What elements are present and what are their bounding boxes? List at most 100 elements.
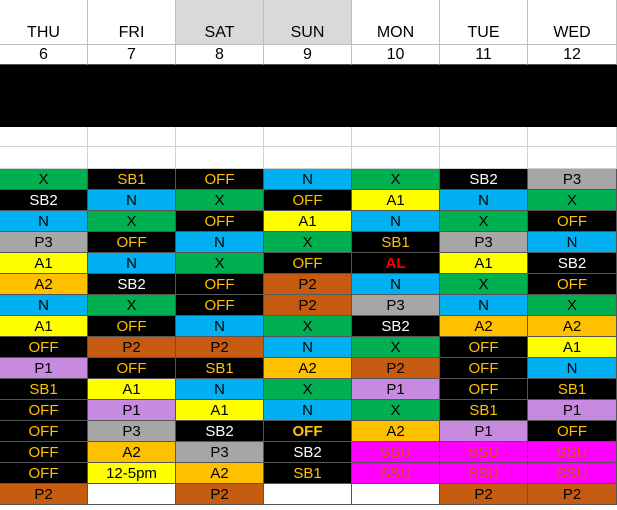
date-header-6[interactable]: 6 — [0, 45, 88, 65]
shift-cell[interactable]: SSU — [352, 463, 440, 484]
blank-cell[interactable] — [88, 147, 176, 169]
blank-cell[interactable] — [352, 127, 440, 147]
shift-cell[interactable]: OFF — [528, 211, 617, 232]
shift-cell[interactable]: OFF — [176, 274, 264, 295]
shift-cell[interactable]: P2 — [88, 337, 176, 358]
blank-cell[interactable] — [352, 147, 440, 169]
shift-cell[interactable]: P2 — [176, 484, 264, 505]
shift-cell[interactable]: X — [352, 169, 440, 190]
shift-cell[interactable]: N — [264, 169, 352, 190]
shift-cell[interactable]: OFF — [0, 442, 88, 463]
shift-cell[interactable]: SB2 — [264, 442, 352, 463]
shift-cell[interactable]: N — [88, 253, 176, 274]
shift-cell[interactable]: N — [88, 190, 176, 211]
blank-cell[interactable] — [176, 147, 264, 169]
shift-cell[interactable]: X — [88, 295, 176, 316]
shift-cell[interactable]: A1 — [264, 211, 352, 232]
shift-cell[interactable]: OFF — [440, 337, 528, 358]
date-header-7[interactable]: 7 — [88, 45, 176, 65]
blank-cell[interactable] — [264, 127, 352, 147]
shift-cell[interactable]: SB1 — [176, 358, 264, 379]
shift-cell[interactable]: X — [176, 253, 264, 274]
date-header-11[interactable]: 11 — [440, 45, 528, 65]
day-header-thu[interactable]: THU — [0, 0, 88, 45]
shift-cell[interactable]: P2 — [440, 484, 528, 505]
shift-cell[interactable]: A2 — [440, 316, 528, 337]
shift-cell[interactable]: A2 — [352, 421, 440, 442]
shift-cell[interactable]: P2 — [176, 337, 264, 358]
shift-cell[interactable]: SSU — [352, 442, 440, 463]
day-header-wed[interactable]: WED — [528, 0, 617, 45]
shift-cell[interactable]: OFF — [176, 295, 264, 316]
shift-cell[interactable]: N — [440, 295, 528, 316]
date-header-8[interactable]: 8 — [176, 45, 264, 65]
shift-cell[interactable]: A1 — [0, 253, 88, 274]
shift-cell[interactable]: OFF — [88, 358, 176, 379]
shift-cell[interactable]: 12-5pm — [88, 463, 176, 484]
shift-cell[interactable]: OFF — [88, 316, 176, 337]
shift-cell[interactable]: X — [440, 274, 528, 295]
shift-cell[interactable]: OFF — [264, 253, 352, 274]
shift-cell[interactable]: X — [528, 295, 617, 316]
shift-cell[interactable]: SB2 — [176, 421, 264, 442]
blank-cell[interactable] — [0, 147, 88, 169]
blank-cell[interactable] — [88, 127, 176, 147]
shift-cell[interactable]: OFF — [440, 379, 528, 400]
shift-cell[interactable]: P3 — [0, 232, 88, 253]
blank-cell[interactable] — [440, 127, 528, 147]
shift-cell[interactable]: A2 — [176, 463, 264, 484]
shift-cell[interactable]: SB1 — [528, 379, 617, 400]
shift-cell[interactable]: X — [352, 337, 440, 358]
shift-cell[interactable]: P2 — [264, 274, 352, 295]
shift-cell[interactable]: P1 — [528, 400, 617, 421]
shift-cell[interactable]: N — [440, 190, 528, 211]
shift-cell[interactable]: AL — [352, 253, 440, 274]
shift-cell[interactable]: SB1 — [440, 400, 528, 421]
shift-cell[interactable] — [264, 484, 352, 505]
shift-cell[interactable]: N — [176, 316, 264, 337]
shift-cell[interactable]: X — [88, 211, 176, 232]
shift-cell[interactable]: N — [352, 274, 440, 295]
shift-cell[interactable]: A2 — [0, 274, 88, 295]
shift-cell[interactable]: P3 — [88, 421, 176, 442]
shift-cell[interactable]: OFF — [264, 421, 352, 442]
day-header-fri[interactable]: FRI — [88, 0, 176, 45]
shift-cell[interactable]: A1 — [440, 253, 528, 274]
shift-cell[interactable]: X — [264, 379, 352, 400]
shift-cell[interactable]: A1 — [176, 400, 264, 421]
shift-cell[interactable]: A1 — [528, 337, 617, 358]
shift-cell[interactable]: A2 — [528, 316, 617, 337]
shift-cell[interactable]: SB2 — [0, 190, 88, 211]
shift-cell[interactable]: A2 — [264, 358, 352, 379]
shift-cell[interactable]: P3 — [352, 295, 440, 316]
shift-cell[interactable]: OFF — [264, 190, 352, 211]
blank-cell[interactable] — [0, 127, 88, 147]
shift-cell[interactable]: P3 — [528, 169, 617, 190]
blank-cell[interactable] — [264, 147, 352, 169]
shift-cell[interactable]: X — [528, 190, 617, 211]
blank-cell[interactable] — [176, 127, 264, 147]
shift-cell[interactable]: A1 — [0, 316, 88, 337]
shift-cell[interactable]: P1 — [0, 358, 88, 379]
shift-cell[interactable]: OFF — [440, 358, 528, 379]
shift-cell[interactable]: OFF — [0, 421, 88, 442]
shift-cell[interactable]: N — [176, 379, 264, 400]
shift-cell[interactable]: OFF — [0, 400, 88, 421]
date-header-12[interactable]: 12 — [528, 45, 617, 65]
shift-cell[interactable]: OFF — [528, 274, 617, 295]
shift-cell[interactable]: OFF — [0, 463, 88, 484]
shift-cell[interactable]: OFF — [528, 421, 617, 442]
shift-cell[interactable]: N — [264, 400, 352, 421]
shift-cell[interactable]: X — [264, 232, 352, 253]
shift-cell[interactable]: SSU — [528, 463, 617, 484]
shift-cell[interactable]: SSU — [440, 442, 528, 463]
shift-cell[interactable]: X — [264, 316, 352, 337]
shift-cell[interactable]: SB2 — [440, 169, 528, 190]
shift-cell[interactable]: SB2 — [528, 253, 617, 274]
shift-cell[interactable]: A2 — [88, 442, 176, 463]
shift-cell[interactable]: P1 — [88, 400, 176, 421]
shift-cell[interactable]: N — [528, 232, 617, 253]
shift-cell[interactable]: P1 — [440, 421, 528, 442]
date-header-10[interactable]: 10 — [352, 45, 440, 65]
shift-cell[interactable]: X — [176, 190, 264, 211]
